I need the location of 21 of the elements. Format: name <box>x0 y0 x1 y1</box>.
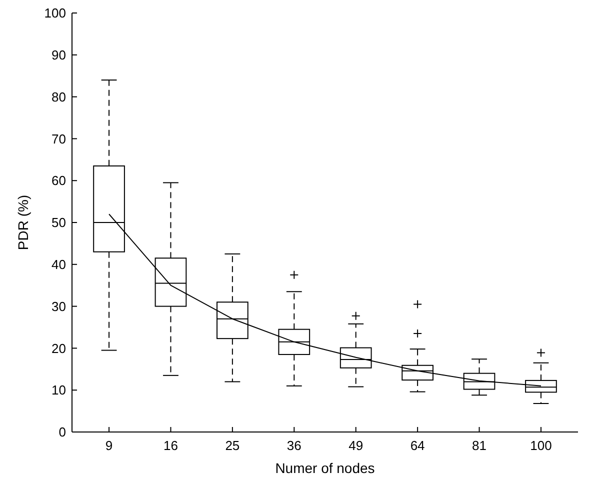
y-axis-title: PDR (%) <box>15 194 31 250</box>
x-tick-label: 100 <box>530 438 552 453</box>
y-tick-label: 50 <box>52 215 66 230</box>
x-tick-label: 16 <box>163 438 178 453</box>
y-tick-label: 20 <box>52 340 66 356</box>
x-tick-label: 36 <box>286 438 302 453</box>
x-tick-label: 25 <box>225 438 240 453</box>
y-tick-label: 30 <box>52 298 66 314</box>
x-tick-label: 81 <box>472 438 487 453</box>
y-tick-label: 100 <box>44 6 66 21</box>
x-axis-title: Numer of nodes <box>275 460 375 476</box>
x-tick-label: 9 <box>105 438 113 453</box>
y-tick-label: 80 <box>52 89 66 104</box>
y-tick-label: 40 <box>52 256 66 272</box>
y-tick-label: 90 <box>52 47 66 62</box>
x-tick-label: 49 <box>348 438 364 453</box>
y-tick-label: 0 <box>58 424 66 440</box>
x-tick-label: 64 <box>410 438 425 453</box>
y-tick-label: 70 <box>52 131 66 146</box>
y-tick-label: 60 <box>52 173 66 188</box>
y-tick-label: 10 <box>52 382 66 398</box>
